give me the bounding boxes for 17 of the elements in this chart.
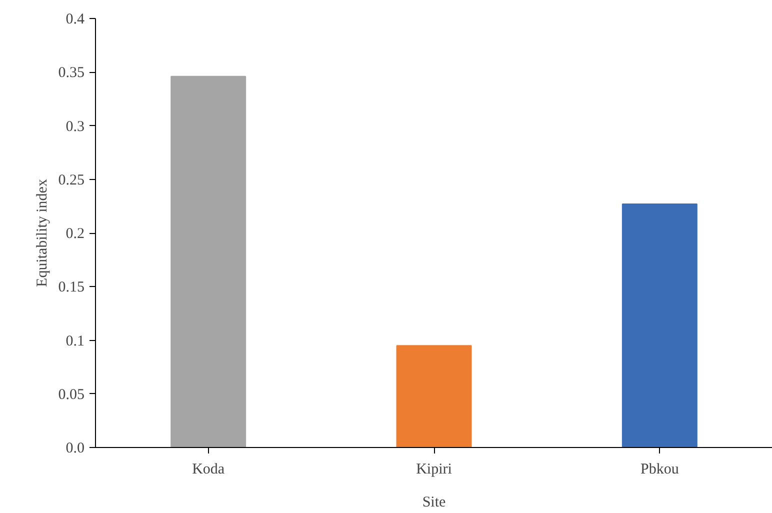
y-tick-label: 0.3	[66, 118, 84, 135]
y-tick-label: 0.25	[58, 172, 84, 188]
y-tick-label: 0.05	[58, 386, 84, 403]
y-tick-label: 0.0	[66, 440, 84, 456]
y-axis-title: Equitability index	[34, 178, 50, 287]
y-tick-label: 0.15	[58, 280, 84, 296]
bar	[396, 345, 472, 448]
y-tick-label: 0.4	[66, 12, 85, 28]
x-axis-title: Site	[422, 494, 446, 510]
bar	[170, 76, 246, 448]
x-tick-label: Koda	[192, 462, 225, 478]
x-tick-label: Pbkou	[640, 462, 680, 478]
y-tick-label: 0.35	[58, 65, 84, 82]
y-tick-label: 0.1	[66, 333, 84, 350]
y-tick-label: 0.2	[66, 226, 84, 242]
bar	[622, 204, 698, 448]
x-tick-label: Kipiri	[416, 462, 452, 478]
